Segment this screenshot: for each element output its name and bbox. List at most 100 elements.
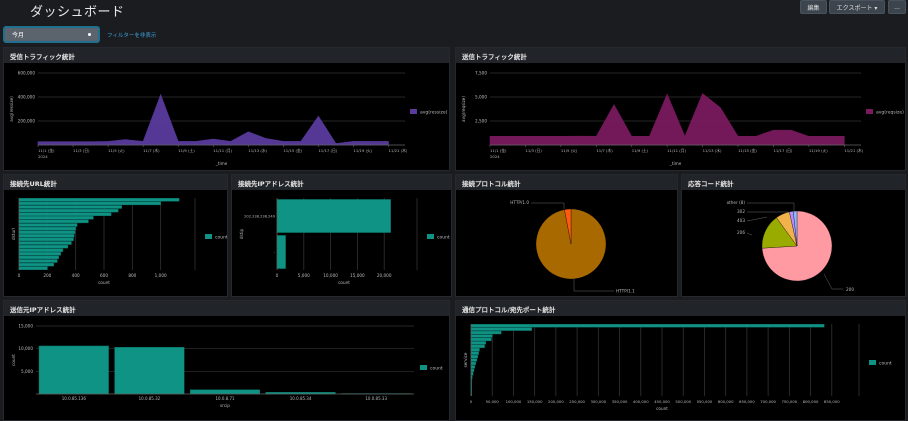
bar [471, 338, 491, 341]
leader-line [747, 217, 767, 221]
x-tick-label: 11/21 (木) [844, 148, 863, 153]
bar [19, 249, 63, 252]
y-tick-label: 5,000 [21, 369, 33, 374]
bar [471, 352, 479, 355]
x-tick-label: 11/11 (月) [213, 148, 232, 153]
x-tick-label: 11/9 (土) [178, 148, 195, 153]
legend-label: count [430, 366, 443, 372]
bar [19, 238, 74, 241]
leader-line [747, 233, 752, 235]
legend-swatch [866, 109, 873, 114]
x-tick-label: 600 [100, 273, 108, 278]
x-tick-label: 300,000 [590, 399, 606, 404]
x-tick-label: 11/1 (金) [38, 148, 55, 153]
bar [19, 231, 75, 234]
bar [471, 341, 486, 344]
x-tick-label: 800,000 [803, 399, 819, 404]
time-range-dropdown[interactable]: 今月 [3, 26, 100, 43]
bar [19, 245, 68, 248]
more-options-button[interactable]: ... [888, 0, 906, 14]
x-tick-year: 2024 [38, 154, 48, 159]
bar [19, 205, 122, 208]
legend-swatch [420, 365, 427, 370]
x-tick-label: 600,000 [718, 399, 734, 404]
x-axis-label: _time [669, 161, 682, 166]
bar [19, 220, 88, 223]
bar [471, 328, 532, 331]
bar [19, 259, 57, 262]
bar [471, 355, 478, 358]
legend-swatch [205, 234, 212, 239]
bar [19, 227, 76, 230]
bar [277, 235, 286, 268]
x-tick-label: 10.0.85.34 [290, 396, 312, 401]
bar [115, 347, 185, 394]
bar [19, 234, 74, 237]
x-tick-label: 450,000 [654, 399, 670, 404]
x-tick-label: 11/15 (金) [283, 148, 302, 153]
bar [19, 223, 77, 226]
bar [277, 199, 391, 232]
bar [471, 362, 476, 365]
x-tick-label: 11/17 (日) [773, 148, 792, 153]
y-tick-label: 200,000 [18, 119, 36, 124]
y-axis-label: dstip [239, 229, 244, 240]
y-axis-label: service [463, 352, 468, 367]
y-tick-label: 400,000 [18, 95, 36, 100]
x-tick-label: 400,000 [633, 399, 649, 404]
y-tick-label: 600,000 [18, 71, 36, 76]
panel-title: 送信元IPアドレス統計 [4, 301, 449, 316]
x-tick-label: 11/11 (月) [667, 148, 686, 153]
x-axis-label: count [338, 280, 350, 285]
bar [19, 216, 93, 219]
legend-label: count [879, 361, 892, 367]
x-tick-label: 11/3 (日) [73, 148, 90, 153]
x-tick-label: 11/7 (木) [143, 148, 160, 153]
inbound-traffic-panel: 受信トラフィック統計 200,000 400,000 600,000 avg(ress… [3, 47, 450, 171]
panel-title: 受信トラフィック統計 [4, 48, 449, 63]
pie-label: other (8) [727, 200, 746, 205]
x-tick-label: 11/13 (水) [248, 148, 267, 153]
y-axis-label: avg(ressize) [9, 96, 14, 122]
x-tick-label: 11/13 (水) [703, 148, 722, 153]
x-tick-label: 11/3 (日) [525, 148, 542, 153]
hide-filters-link[interactable]: フィルターを非表示 [107, 31, 156, 39]
edit-button[interactable]: 編集 [800, 0, 827, 14]
bar [190, 390, 260, 394]
x-tick-label: 11/9 (土) [632, 148, 649, 153]
x-tick-label: 11/19 (火) [809, 148, 828, 153]
leader-line [747, 203, 794, 211]
pie-label: 302 [737, 209, 745, 214]
panel-title: 送信トラフィック統計 [456, 48, 905, 63]
y-tick-label: 10,000 [18, 346, 33, 351]
area-series [38, 95, 388, 145]
x-tick-label: 15,000 [350, 273, 365, 278]
x-tick-label: 11/5 (火) [108, 148, 125, 153]
x-tick-label: 11/7 (木) [596, 148, 613, 153]
panel-title: 接続プロトコル統計 [456, 175, 677, 190]
bar [19, 213, 111, 216]
x-tick-label: 350,000 [612, 399, 628, 404]
bar [19, 256, 59, 259]
y-tick-label: 202.238.238.249 [244, 215, 276, 219]
pie-label: HTTP/1.0 [510, 200, 529, 205]
inbound-traffic-chart: 200,000 400,000 600,000 avg(ressize) 11/1 (金… [4, 63, 449, 170]
bar [471, 348, 479, 351]
x-tick-label: 0 [470, 399, 473, 404]
pie-label: 403 [737, 218, 745, 223]
x-axis-label: count [656, 406, 668, 411]
x-tick-label: 500,000 [675, 399, 691, 404]
export-button[interactable]: エクスポート ▾ [829, 0, 885, 14]
x-tick-label: 10.0.85.33 [365, 396, 387, 401]
x-tick-label: 650,000 [739, 399, 755, 404]
panel-title: 接続先IPアドレス統計 [232, 175, 451, 190]
y-tick-label: 7,500 [475, 71, 487, 76]
panel-title: 接続先URL統計 [4, 175, 227, 190]
